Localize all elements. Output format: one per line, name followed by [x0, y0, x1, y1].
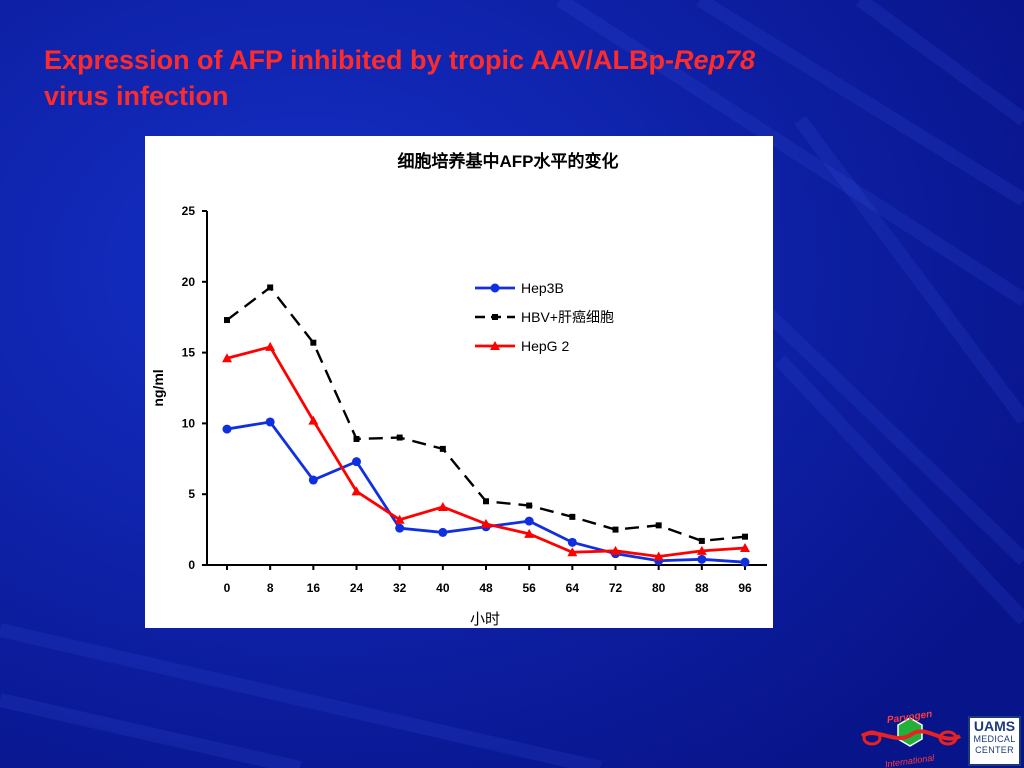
- slide-title-italic: Rep78: [674, 45, 756, 75]
- data-point: [740, 543, 750, 553]
- uams-logo-line3: CENTER: [975, 745, 1014, 755]
- x-tick-label: 16: [307, 581, 321, 595]
- data-point: [612, 526, 619, 533]
- data-point: [526, 502, 533, 509]
- x-tick-label: 96: [738, 581, 752, 595]
- series-line-0: [226, 420, 746, 564]
- x-tick-label: 32: [393, 581, 407, 595]
- y-tick-label: 5: [188, 487, 195, 501]
- chart-panel: 细胞培养基中AFP水平的变化 ng/ml 小时 0 5 10 15 20 25 0 8 16 24…: [145, 136, 773, 628]
- data-point: [653, 551, 664, 561]
- data-point: [655, 522, 662, 529]
- uams-logo-line1: UAMS: [973, 718, 1016, 734]
- x-tick-label: 80: [652, 581, 666, 595]
- y-tick-label: 0: [188, 558, 195, 572]
- slide-title-main: Expression of AFP inhibited by tropic AA…: [44, 45, 675, 75]
- data-point: [696, 545, 707, 555]
- uams-logo-line2: MEDICAL: [973, 734, 1016, 744]
- x-tick-label: 8: [267, 581, 274, 595]
- data-point: [698, 537, 705, 544]
- data-point: [481, 518, 491, 528]
- data-point: [224, 317, 230, 324]
- data-point: [740, 557, 750, 567]
- data-point: [267, 284, 274, 291]
- x-axis-label: 小时: [470, 611, 500, 628]
- y-tick-label: 10: [182, 416, 196, 430]
- data-point: [524, 528, 535, 538]
- data-point: [265, 341, 276, 351]
- data-point: [483, 498, 489, 505]
- y-tick-label: 20: [182, 275, 196, 289]
- data-point: [437, 501, 448, 511]
- legend-label: HepG 2: [521, 338, 569, 354]
- logo-international-text: International: [884, 752, 935, 768]
- slide-title-line2: virus infection: [44, 81, 229, 111]
- data-point: [353, 435, 360, 442]
- data-point: [222, 424, 232, 434]
- data-point: [310, 339, 317, 346]
- x-tick-label: 24: [350, 581, 364, 595]
- data-point: [308, 415, 319, 425]
- data-point: [742, 533, 748, 540]
- data-point: [438, 527, 448, 537]
- data-point: [222, 353, 232, 363]
- data-point: [697, 554, 707, 564]
- line-chart: 细胞培养基中AFP水平的变化 ng/ml 小时 0 5 10 15 20 25 0 8 16 24…: [150, 151, 767, 628]
- data-point: [308, 475, 318, 485]
- legend-marker: [490, 283, 500, 293]
- data-point: [396, 434, 403, 441]
- data-point: [351, 486, 362, 496]
- data-point: [524, 516, 534, 526]
- legend-marker: [492, 314, 498, 320]
- x-tick-label: 0: [224, 581, 231, 595]
- x-tick-label: 72: [609, 581, 623, 595]
- data-point: [265, 417, 275, 427]
- legend-label: HBV+肝癌细胞: [521, 309, 614, 325]
- data-point: [569, 513, 576, 520]
- data-point: [394, 514, 405, 524]
- data-point: [567, 537, 577, 547]
- chart-title: 细胞培养基中AFP水平的变化: [398, 151, 619, 171]
- data-point: [352, 457, 361, 467]
- data-point: [439, 445, 446, 452]
- x-tick-label: 88: [695, 581, 709, 595]
- x-tick-label: 48: [479, 581, 493, 595]
- parvogen-logo: Parvogen International: [860, 709, 962, 768]
- y-axis-label: ng/ml: [150, 369, 166, 406]
- data-point: [610, 545, 621, 555]
- slide-title: Expression of AFP inhibited by tropic AA…: [44, 42, 944, 114]
- y-tick-label: 25: [182, 204, 196, 218]
- x-tick-label: 40: [436, 581, 450, 595]
- x-tick-label: 64: [566, 581, 580, 595]
- data-point: [395, 523, 405, 533]
- uams-logo: UAMS MEDICAL CENTER: [968, 716, 1021, 766]
- legend-label: Hep3B: [521, 280, 564, 296]
- y-tick-label: 15: [182, 346, 196, 360]
- legend-marker: [490, 341, 500, 350]
- data-point: [567, 547, 578, 557]
- x-tick-label: 56: [522, 581, 536, 595]
